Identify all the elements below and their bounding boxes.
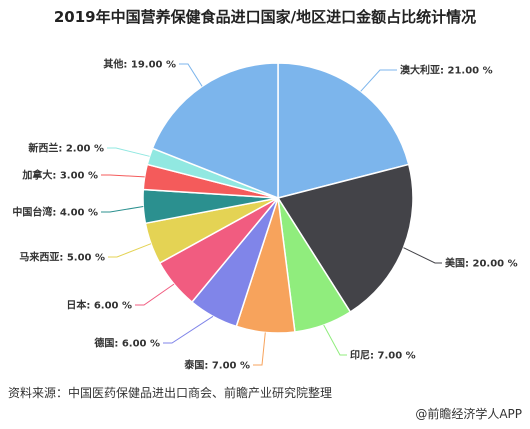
data-label-5: 日本: 6.00 % <box>66 299 132 312</box>
leader-line-7 <box>101 206 144 213</box>
leader-line-8 <box>101 174 145 178</box>
data-labels: 澳大利亚: 21.00 % 美国: 20.00 % 印尼: 7.00 % 泰国: 7.… <box>12 58 517 372</box>
data-label-4: 德国: 6.00 % <box>93 337 160 350</box>
data-label-10: 其他: 19.00 % <box>103 58 176 71</box>
pie-slice-10 <box>151 62 279 200</box>
leader-line-3 <box>253 332 266 366</box>
source-note: 资料来源：中国医药保健品进出口商会、前瞻产业研究院整理 <box>8 386 333 400</box>
leader-lines <box>101 63 442 366</box>
leader-line-1 <box>403 247 442 264</box>
leader-line-0 <box>360 69 397 92</box>
pie-slice-0 <box>277 62 410 199</box>
leader-line-2 <box>323 324 347 356</box>
data-label-7: 中国台湾: 4.00 % <box>12 206 98 219</box>
leader-line-9 <box>107 147 150 157</box>
leader-line-5 <box>135 283 175 306</box>
leader-line-10 <box>179 63 203 87</box>
leader-line-4 <box>163 315 214 344</box>
data-label-8: 加拿大: 3.00 % <box>21 169 98 182</box>
pie-slices <box>142 62 414 334</box>
brand-credit: @前瞻经济学人APP <box>415 407 522 421</box>
data-label-3: 泰国: 7.00 % <box>183 359 250 372</box>
data-label-9: 新西兰: 2.00 % <box>28 142 104 155</box>
leader-line-6 <box>108 243 152 258</box>
data-label-6: 马来西亚: 5.00 % <box>19 251 105 264</box>
data-label-1: 美国: 20.00 % <box>445 257 518 270</box>
chart-title: 2019年中国营养保健食品进口国家/地区进口金额占比统计情况 <box>53 8 477 26</box>
data-label-0: 澳大利亚: 21.00 % <box>400 64 493 77</box>
data-label-2: 印尼: 7.00 % <box>350 350 416 362</box>
